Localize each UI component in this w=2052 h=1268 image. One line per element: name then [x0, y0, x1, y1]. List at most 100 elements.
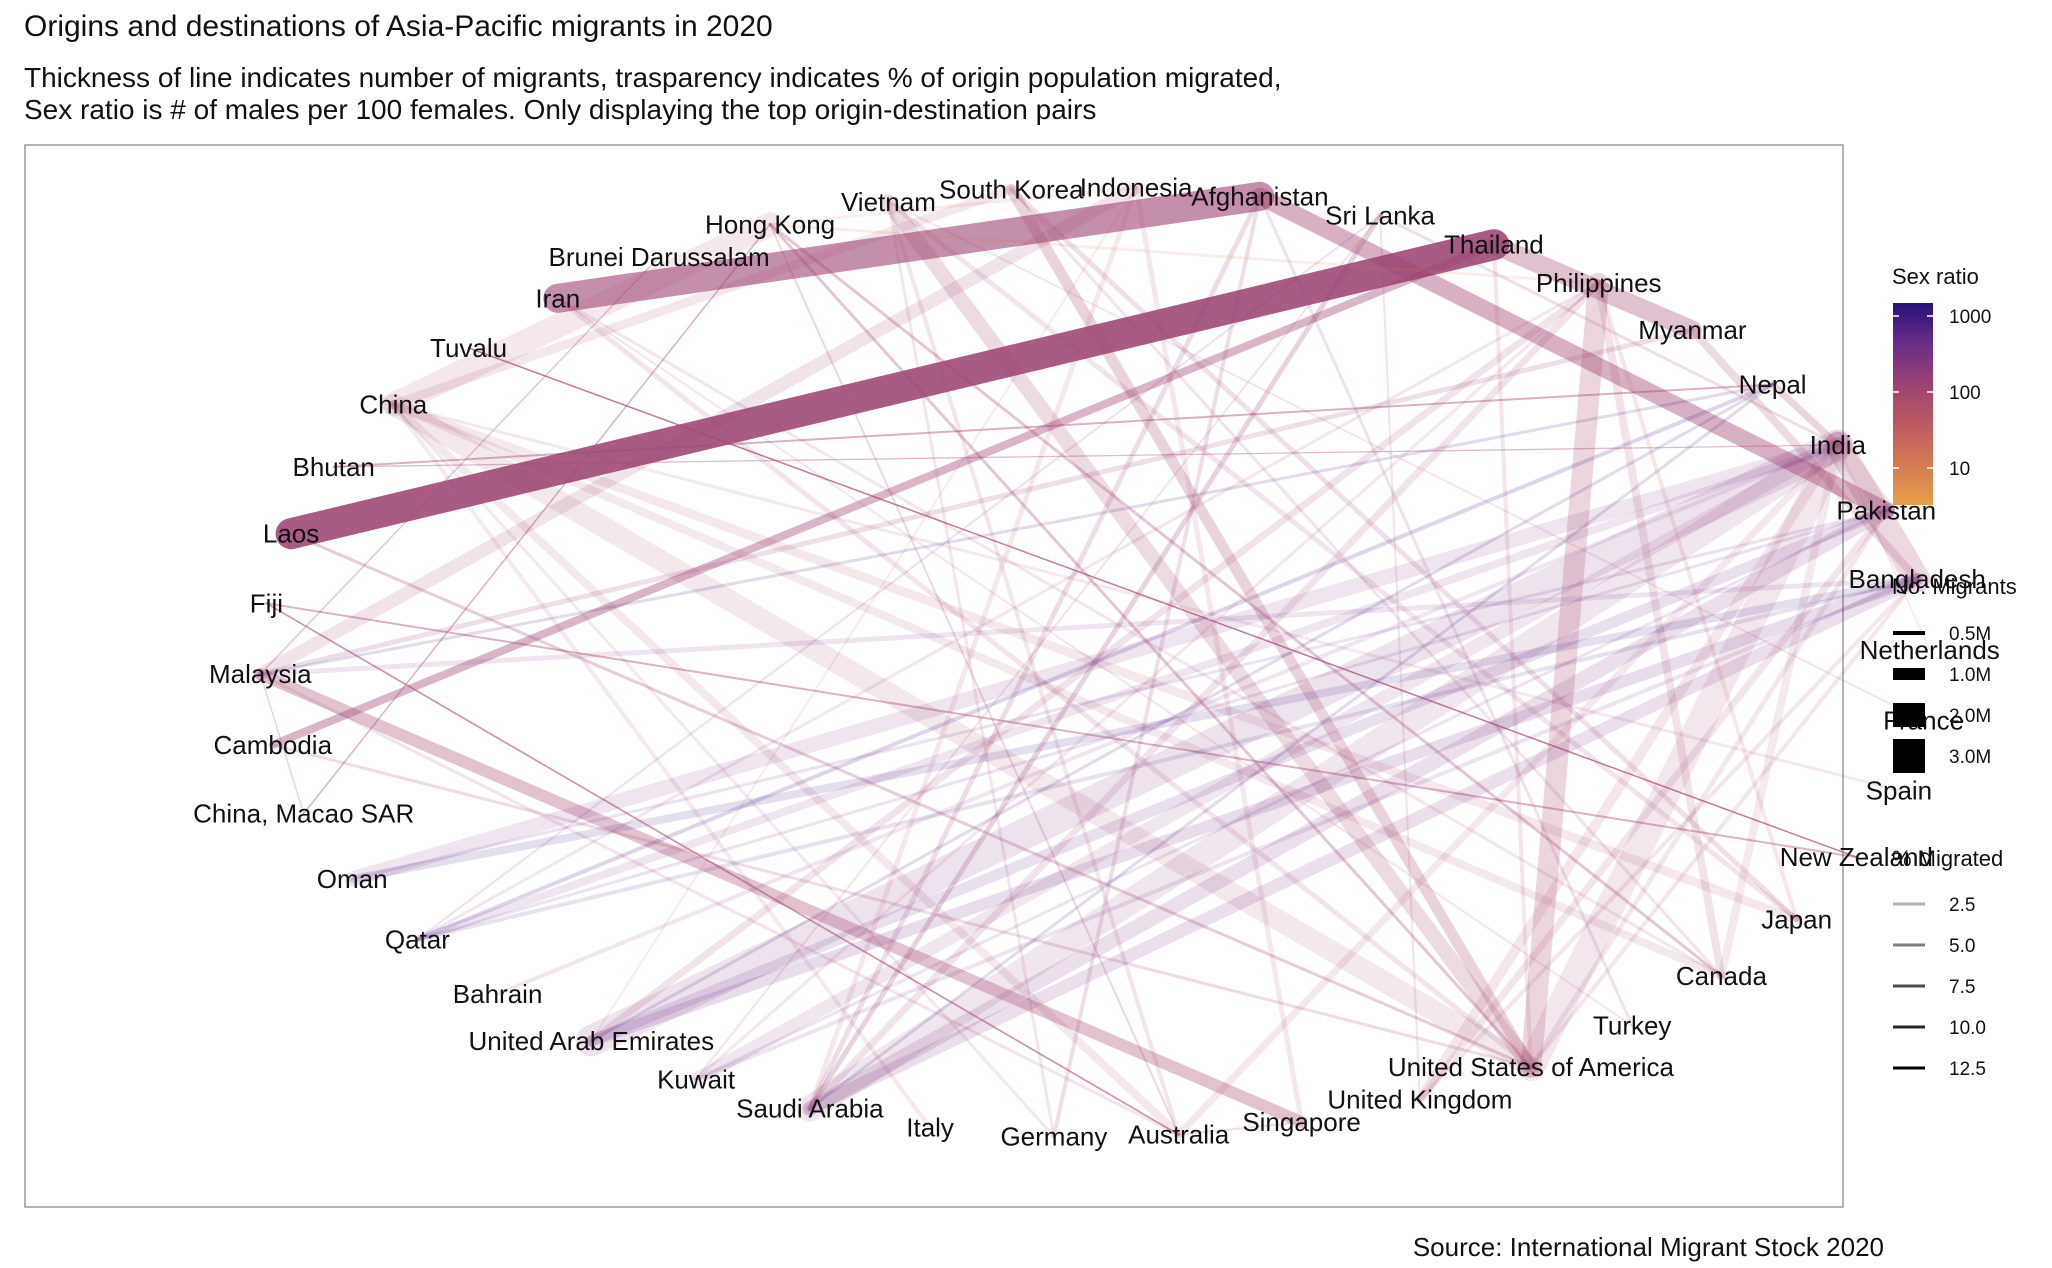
edge-sri-lanka-to-india [1378, 214, 1840, 447]
node-label-spain: Spain [1866, 775, 1933, 805]
edge-indonesia-to-singapore [1133, 185, 1305, 1125]
edge-vietnam-to-france [887, 200, 1925, 722]
node-label-italy: Italy [906, 1113, 954, 1143]
edge-iran-to-turkey [556, 297, 1634, 1027]
pct-tick-2.5: 2.5 [1949, 895, 1975, 916]
edge-bangladesh-to-qatar [415, 577, 1920, 942]
edge-singapore-to-australia [1177, 1121, 1303, 1136]
edge-indonesia-to-united-arab-emirates [590, 186, 1138, 1042]
edge-pakistan-to-kuwait [694, 508, 1888, 1081]
sex-ratio-tick-100: 100 [1949, 383, 1981, 404]
edge-afghanistan-to-saudi-arabia [807, 193, 1263, 1111]
edge-philippines-to-hong-kong [768, 222, 1601, 285]
node-label-iran: Iran [535, 283, 580, 313]
sex-ratio-tick-10: 10 [1949, 459, 1970, 480]
node-label-singapore: Singapore [1242, 1107, 1361, 1137]
sex-ratio-colorbar [1893, 303, 1933, 505]
node-label-netherlands: Netherlands [1860, 635, 2000, 665]
edge-china-to-australia [389, 400, 1183, 1139]
edges-layer [253, 181, 1931, 1139]
edge-sri-lanka-to-kuwait [695, 214, 1382, 1081]
edge-vietnam-to-japan [885, 199, 1800, 922]
edge-philippines-to-qatar [415, 281, 1601, 941]
node-label-south-korea: South Korea [939, 174, 1084, 204]
node-label-united-states-of-america: United States of America [1388, 1052, 1675, 1082]
edge-india-to-saudi-arabia [796, 432, 1851, 1122]
edge-myanmar-to-bangladesh [1688, 326, 1922, 584]
node-label-indonesia: Indonesia [1080, 173, 1193, 203]
edge-indonesia-to-hong-kong [768, 186, 1138, 226]
edge-china-to-united-states-of-america [382, 394, 1542, 1078]
edge-brunei-darussalam-to-malaysia [259, 256, 660, 675]
node-label-china: China [359, 390, 427, 420]
node-label-kuwait: Kuwait [657, 1064, 736, 1094]
migrants-tick-2.0M: 2.0M [1949, 706, 1991, 727]
node-label-brunei-darussalam: Brunei Darussalam [549, 242, 770, 272]
node-label-myanmar: Myanmar [1638, 315, 1747, 345]
edge-hong-kong-to-united-states-of-america [768, 222, 1533, 1069]
edge-nepal-to-united-arab-emirates [589, 383, 1775, 1043]
node-label-laos: Laos [263, 519, 319, 549]
node-label-canada: Canada [1676, 961, 1768, 991]
edge-india-to-qatar [413, 441, 1842, 944]
edge-indonesia-to-saudi-arabia [807, 185, 1139, 1111]
sex-ratio-tick-1000: 1000 [1949, 307, 1991, 328]
edge-malaysia-to-singapore [254, 668, 1308, 1129]
node-label-qatar: Qatar [385, 925, 450, 955]
chart-subtitle-line-2: Sex ratio is # of males per 100 females.… [24, 94, 1097, 125]
edge-bangladesh-to-united-kingdom [1417, 577, 1920, 1102]
edge-malaysia-to-australia [258, 672, 1181, 1137]
node-label-vietnam: Vietnam [841, 187, 936, 217]
source-caption: Source: International Migrant Stock 2020 [1412, 1232, 1884, 1262]
edge-pakistan-to-saudi-arabia [802, 502, 1894, 1116]
node-label-sri-lanka: Sri Lanka [1325, 201, 1435, 231]
edge-pakistan-to-united-arab-emirates [585, 504, 1892, 1047]
edge-china-to-germany [391, 403, 1056, 1138]
node-label-united-arab-emirates: United Arab Emirates [468, 1026, 714, 1056]
edge-philippines-to-united-states-of-america [1520, 272, 1610, 1078]
node-label-china-macao-sar: China, Macao SAR [193, 799, 414, 829]
node-label-malaysia: Malaysia [209, 659, 312, 689]
edge-china-to-south-korea [388, 184, 1016, 410]
legend-sex-ratio-title: Sex ratio [1892, 264, 1979, 289]
pct-tick-5.0: 5.0 [1949, 936, 1975, 957]
legend-pct-title: % Migrated [1892, 846, 2004, 871]
edge-indonesia-to-malaysia [253, 181, 1143, 681]
edge-philippines-to-kuwait [694, 281, 1601, 1081]
edge-vietnam-to-australia [886, 199, 1181, 1137]
edge-bangladesh-to-malaysia [257, 576, 1920, 677]
edge-afghanistan-to-turkey [1258, 194, 1634, 1028]
node-label-thailand: Thailand [1444, 230, 1544, 260]
edge-nepal-to-malaysia [258, 383, 1775, 676]
edge-myanmar-to-malaysia [257, 327, 1695, 677]
node-label-philippines: Philippines [1536, 268, 1662, 298]
edge-india-to-united-states-of-america [1516, 431, 1852, 1082]
legend-pct-migrated: 2.5 5.0 7.5 10.0 12.5 [1893, 895, 1986, 1080]
node-label-united-kingdom: United Kingdom [1327, 1085, 1512, 1115]
chart-title: Origins and destinations of Asia-Pacific… [24, 10, 773, 43]
legend-sex-ratio: 1000 100 10 [1893, 303, 1991, 505]
edge-south-korea-to-japan [1008, 186, 1800, 922]
node-label-japan: Japan [1761, 904, 1832, 934]
node-label-bangladesh: Bangladesh [1849, 564, 1986, 594]
edge-philippines-to-japan [1596, 281, 1799, 922]
edge-india-to-pakistan [1829, 436, 1895, 519]
edge-china-to-hong-kong [381, 212, 783, 417]
node-label-india: India [1810, 430, 1867, 460]
edge-bangladesh-to-india [1824, 432, 1931, 593]
edge-tuvalu-to-new-zealand [467, 347, 1858, 858]
edge-india-to-oman [344, 437, 1846, 887]
edge-sri-lanka-to-saudi-arabia [807, 213, 1383, 1111]
edge-iran-to-united-states-of-america [555, 295, 1534, 1070]
edge-philippines-to-canada [1594, 279, 1726, 981]
edge-india-to-australia [1175, 441, 1842, 1139]
edge-china-to-japan [388, 400, 1802, 924]
edge-bhutan-to-india [333, 444, 1839, 468]
edge-afghanistan-to-iran [543, 181, 1275, 313]
edge-nepal-to-india [1769, 381, 1842, 449]
edge-south-korea-to-canada [1009, 187, 1723, 978]
edge-pakistan-to-qatar [415, 508, 1888, 941]
edge-nepal-to-saudi-arabia [808, 383, 1775, 1110]
edge-laos-to-united-states-of-america [289, 532, 1533, 1069]
